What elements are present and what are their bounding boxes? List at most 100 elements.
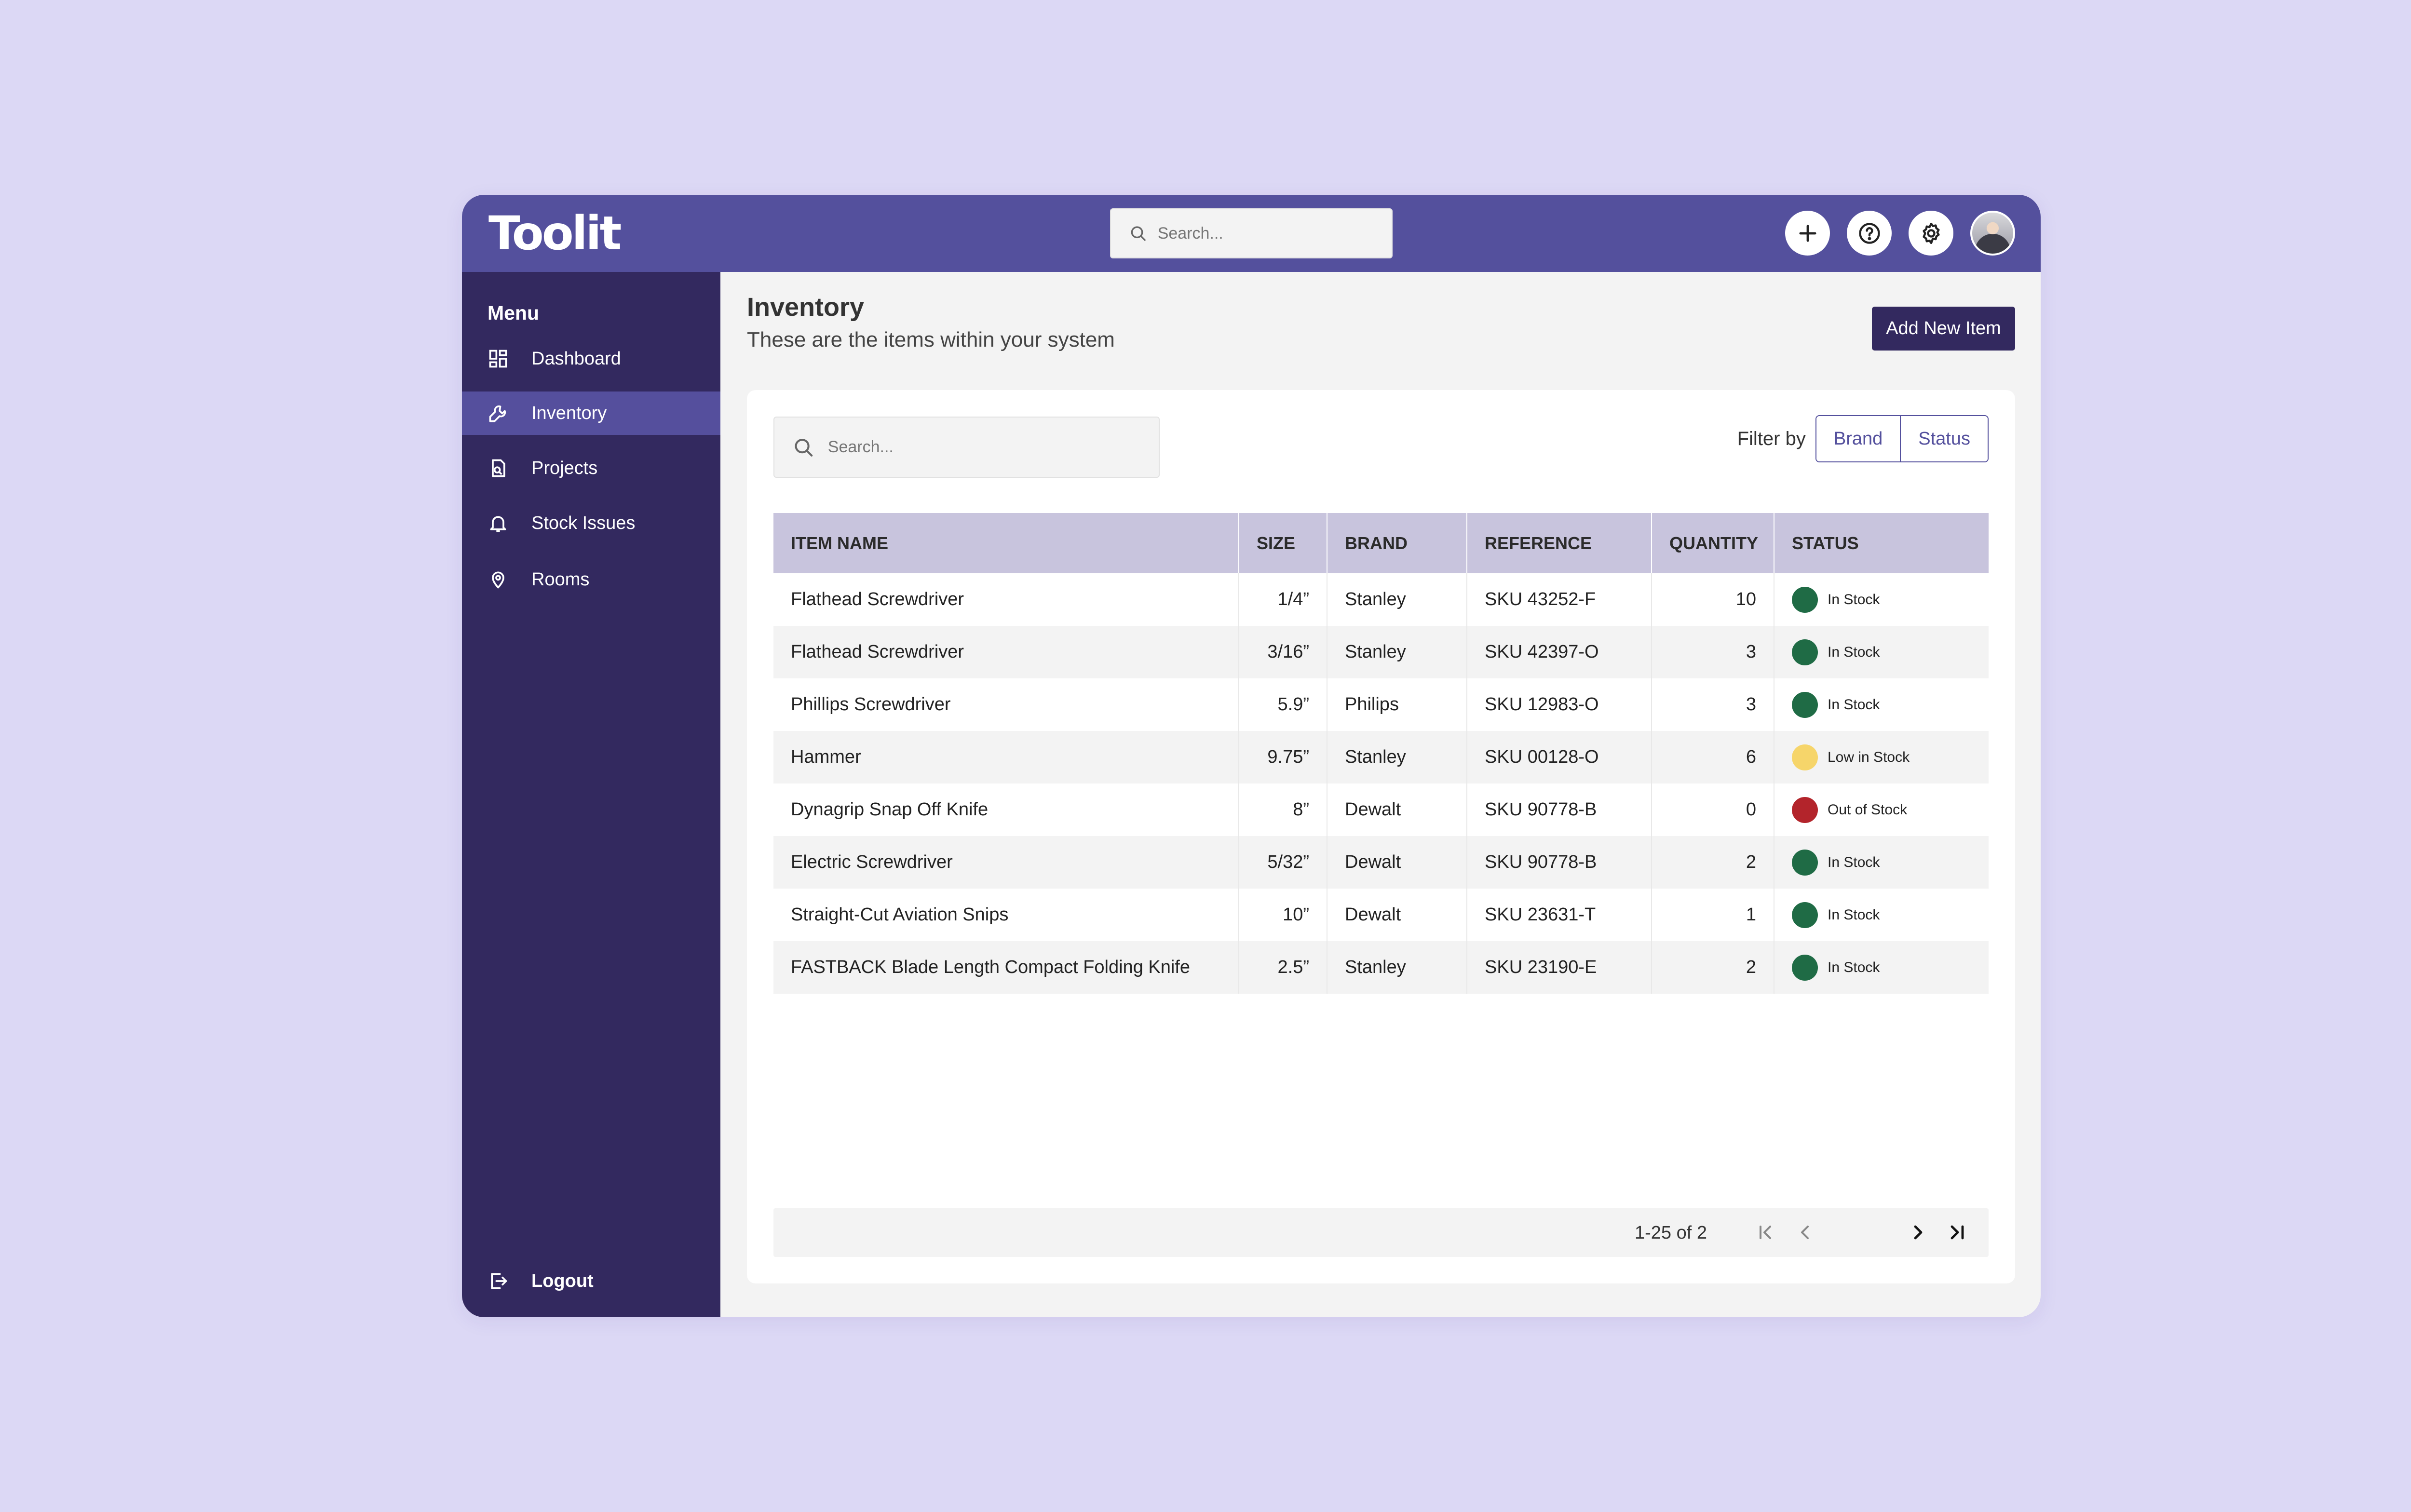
chevron-left-icon [1801, 1226, 1809, 1239]
table-row[interactable]: Flathead Screwdriver 1/4” Stanley SKU 43252… [773, 573, 1989, 626]
avatar[interactable] [1970, 211, 2015, 256]
column-header-quantity[interactable]: QUANTITY [1652, 513, 1774, 573]
status-cell: In Stock [1774, 573, 1989, 626]
status-label: In Stock [1828, 591, 1880, 608]
reference-cell: SKU 12983-O [1467, 678, 1652, 731]
brand-cell: Stanley [1327, 626, 1467, 678]
quantity-cell: 3 [1652, 626, 1774, 678]
add-new-item-button[interactable]: Add New Item [1872, 307, 2015, 351]
dashboard-icon [489, 350, 507, 368]
size-cell: 8” [1239, 783, 1327, 836]
next-page-button[interactable] [1907, 1221, 1930, 1244]
quantity-cell: 1 [1652, 889, 1774, 941]
last-page-button[interactable] [1945, 1221, 1968, 1244]
table-row[interactable]: Hammer 9.75” Stanley SKU 00128-O 6 Low in Sto… [773, 731, 1989, 783]
status-cell: In Stock [1774, 678, 1989, 731]
last-page-icon [1950, 1225, 1964, 1240]
table-search[interactable] [773, 417, 1160, 478]
table-body: Flathead Screwdriver 1/4” Stanley SKU 43252… [773, 573, 1989, 994]
column-header-reference[interactable]: REFERENCE [1467, 513, 1652, 573]
sidebar-item-projects[interactable]: Projects [462, 446, 720, 490]
filter-controls: Filter by Brand Status [1737, 415, 1989, 462]
page-title: Inventory [747, 293, 865, 322]
sidebar-item-label: Dashboard [531, 348, 621, 369]
item-name-cell: Flathead Screwdriver [773, 626, 1239, 678]
column-header-size[interactable]: SIZE [1239, 513, 1327, 573]
add-button[interactable] [1785, 211, 1830, 256]
help-button[interactable] [1847, 211, 1892, 256]
global-search[interactable] [1110, 208, 1393, 258]
logout-label: Logout [531, 1270, 594, 1291]
inventory-table: ITEM NAME SIZE BRAND REFERENCE QUANTITY … [773, 513, 1989, 994]
status-cell: Out of Stock [1774, 783, 1989, 836]
top-bar: Toolit [462, 195, 2041, 272]
quantity-cell: 2 [1652, 941, 1774, 994]
filter-status-button[interactable]: Status [1900, 416, 1988, 461]
brand-cell: Stanley [1327, 573, 1467, 626]
status-indicator-icon [1792, 796, 1818, 823]
quantity-cell: 3 [1652, 678, 1774, 731]
status-cell: In Stock [1774, 941, 1989, 994]
brand-cell: Dewalt [1327, 783, 1467, 836]
status-indicator-icon [1792, 954, 1818, 981]
top-actions [1785, 211, 2015, 256]
reference-cell: SKU 23190-E [1467, 941, 1652, 994]
global-search-input[interactable] [1157, 224, 1392, 243]
filter-brand-button[interactable]: Brand [1816, 416, 1900, 461]
status-indicator-icon [1792, 691, 1818, 718]
wrench-icon [489, 405, 506, 422]
status-cell: Low in Stock [1774, 731, 1989, 783]
reference-cell: SKU 23631-T [1467, 889, 1652, 941]
column-header-status[interactable]: STATUS [1792, 533, 1859, 553]
reference-cell: SKU 90778-B [1467, 783, 1652, 836]
first-page-icon [1760, 1226, 1771, 1239]
table-row[interactable]: Electric Screwdriver 5/32” Dewalt SKU 90778… [773, 836, 1989, 889]
help-icon [1858, 222, 1880, 244]
logout-button[interactable]: Logout [462, 1262, 720, 1300]
table-row[interactable]: Phillips Screwdriver 5.9” Philips SKU 12983… [773, 678, 1989, 731]
sidebar-item-label: Stock Issues [531, 513, 636, 533]
brand-cell: Dewalt [1327, 889, 1467, 941]
quantity-cell: 6 [1652, 731, 1774, 783]
quantity-cell: 0 [1652, 783, 1774, 836]
table-row[interactable]: FASTBACK Blade Length Compact Folding Kn… [773, 941, 1989, 994]
status-label: In Stock [1828, 959, 1880, 975]
status-cell: In Stock [1774, 626, 1989, 678]
table-row[interactable]: Dynagrip Snap Off Knife 8” Dewalt SKU 90778… [773, 783, 1989, 836]
table-row[interactable]: Straight-Cut Aviation Snips 10” Dewalt SKU … [773, 889, 1989, 941]
sidebar-item-dashboard[interactable]: Dashboard [462, 337, 720, 380]
status-indicator-icon [1792, 849, 1818, 876]
status-label: In Stock [1828, 854, 1880, 870]
brand-cell: Stanley [1327, 941, 1467, 994]
table-row[interactable]: Flathead Screwdriver 3/16” Stanley SKU 4239… [773, 626, 1989, 678]
sidebar-item-rooms[interactable]: Rooms [462, 558, 720, 601]
inventory-card: Filter by Brand Status ITEM NAME SIZE BR… [747, 390, 2015, 1283]
column-header-brand[interactable]: BRAND [1327, 513, 1467, 573]
reference-cell: SKU 42397-O [1467, 626, 1652, 678]
status-cell: In Stock [1774, 836, 1989, 889]
app-logo[interactable]: Toolit [488, 206, 622, 260]
chevron-right-icon [1914, 1225, 1923, 1240]
size-cell: 5.9” [1239, 678, 1327, 731]
sidebar-item-stock-issues[interactable]: Stock Issues [462, 501, 720, 545]
sidebar-item-label: Inventory [531, 403, 607, 423]
status-indicator-icon [1792, 744, 1818, 770]
brand-cell: Philips [1327, 678, 1467, 731]
first-page-button[interactable] [1755, 1221, 1778, 1244]
size-cell: 5/32” [1239, 836, 1327, 889]
status-label: In Stock [1828, 906, 1880, 923]
item-name-cell: Straight-Cut Aviation Snips [773, 889, 1239, 941]
filter-label: Filter by [1737, 428, 1806, 449]
plus-icon [1799, 224, 1816, 242]
settings-button[interactable] [1909, 211, 1953, 256]
quantity-cell: 2 [1652, 836, 1774, 889]
table-search-input[interactable] [827, 438, 1159, 457]
column-header-item-name[interactable]: ITEM NAME [773, 513, 1239, 573]
item-name-cell: Hammer [773, 731, 1239, 783]
previous-page-button[interactable] [1793, 1221, 1816, 1244]
menu-label: Menu [488, 302, 540, 324]
sidebar: Menu Dashboard Inventory Projects St [462, 272, 720, 1317]
pagination-range: 1-25 of 2 [1635, 1223, 1707, 1243]
size-cell: 10” [1239, 889, 1327, 941]
sidebar-item-inventory[interactable]: Inventory [462, 392, 720, 435]
